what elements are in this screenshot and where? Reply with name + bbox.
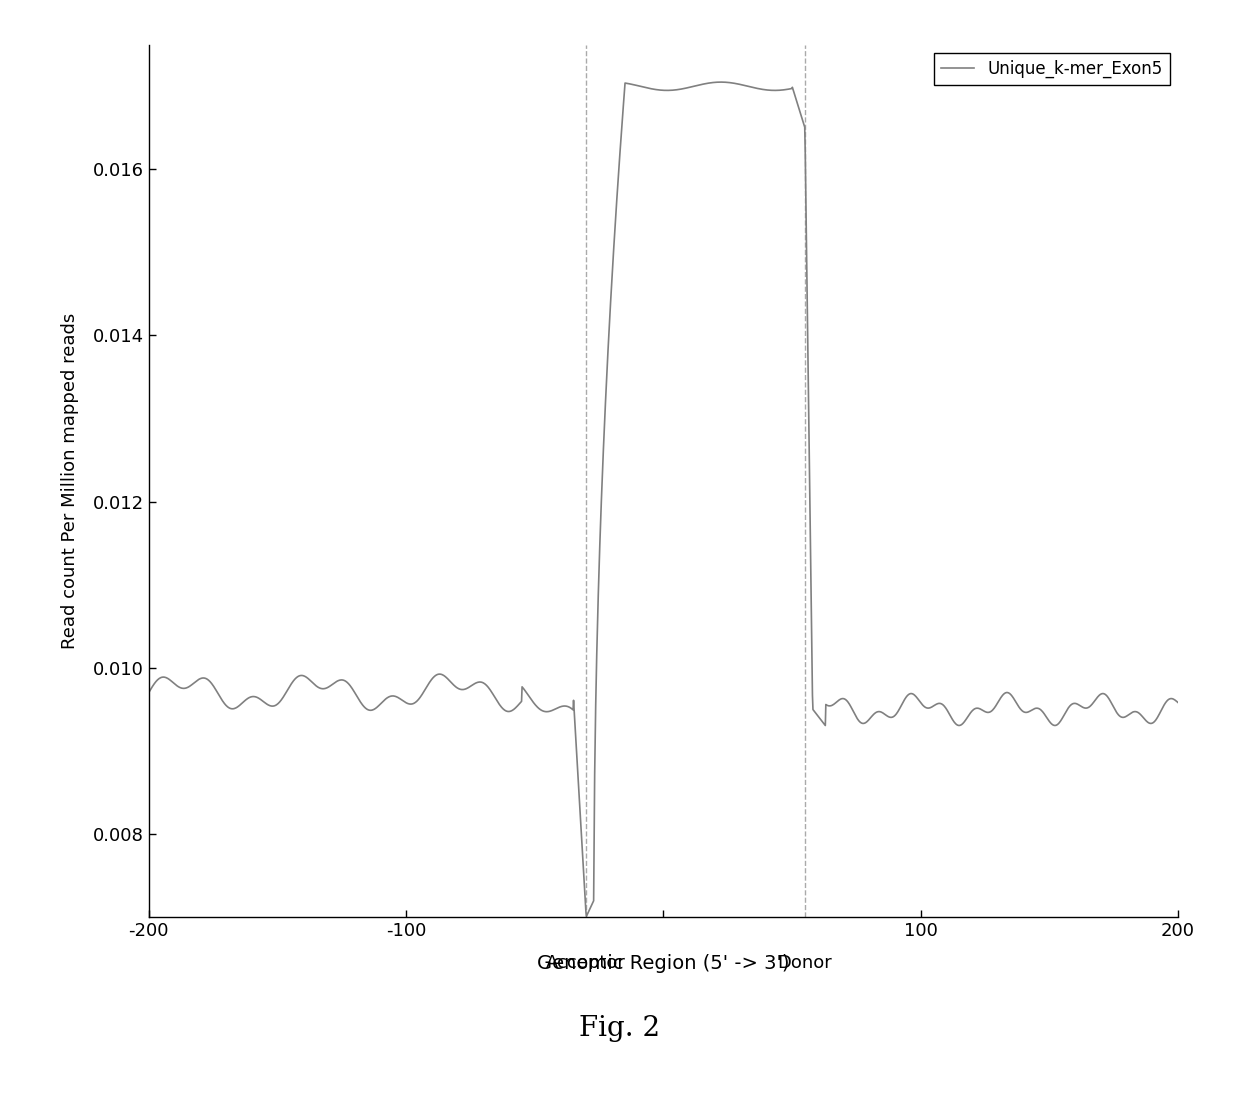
Y-axis label: Read count Per Million mapped reads: Read count Per Million mapped reads: [61, 313, 79, 648]
Legend: Unique_k-mer_Exon5: Unique_k-mer_Exon5: [935, 53, 1169, 85]
X-axis label: Genomic Region (5' -> 3'): Genomic Region (5' -> 3'): [537, 954, 790, 973]
Text: Fig. 2: Fig. 2: [579, 1015, 661, 1042]
Text: Donor: Donor: [777, 954, 832, 973]
Text: Acceptor: Acceptor: [547, 954, 626, 973]
